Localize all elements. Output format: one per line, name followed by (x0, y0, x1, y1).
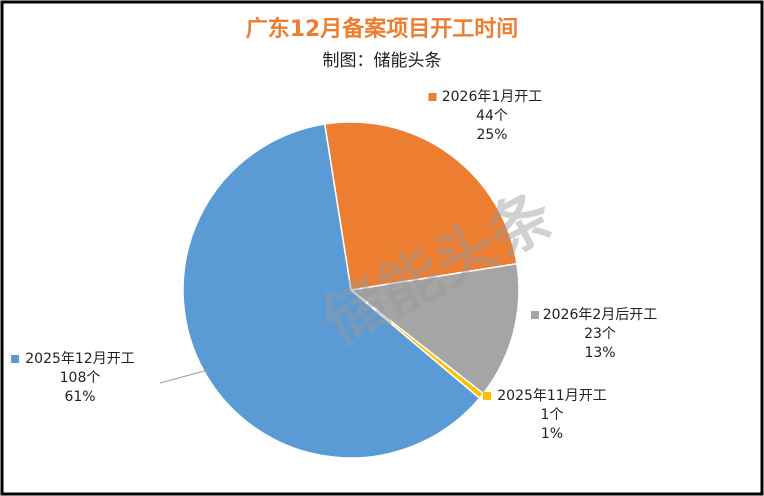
chart-title: 广东12月备案项目开工时间 (246, 16, 519, 42)
percent-label: 1% (541, 426, 563, 442)
category-label: 2026年2月后开工 (543, 307, 658, 323)
percent-label: 25% (476, 127, 507, 143)
legend-swatch (483, 392, 491, 400)
legend-swatch (531, 311, 539, 319)
legend-swatch (11, 355, 19, 363)
category-label: 2025年12月开工 (25, 351, 134, 367)
category-label: 2026年1月开工 (442, 89, 543, 105)
chart-subtitle: 制图：储能头条 (323, 51, 442, 71)
percent-label: 13% (584, 345, 615, 361)
value-label: 1个 (541, 407, 564, 423)
pie-slice (323, 121, 518, 291)
percent-label: 61% (64, 389, 95, 405)
legend-swatch (428, 93, 437, 101)
pie (182, 121, 520, 459)
value-label: 23个 (584, 326, 616, 342)
value-label: 108个 (60, 370, 101, 386)
leader-line (159, 369, 209, 384)
value-label: 44个 (476, 108, 508, 124)
category-label: 2025年11月开工 (497, 388, 606, 404)
labels: 2026年1月开工 44个 25% 2026年2月后开工 23个 13% 2025年11月开… (11, 89, 657, 442)
pie-slice (182, 123, 481, 459)
pie-slice (349, 262, 520, 395)
